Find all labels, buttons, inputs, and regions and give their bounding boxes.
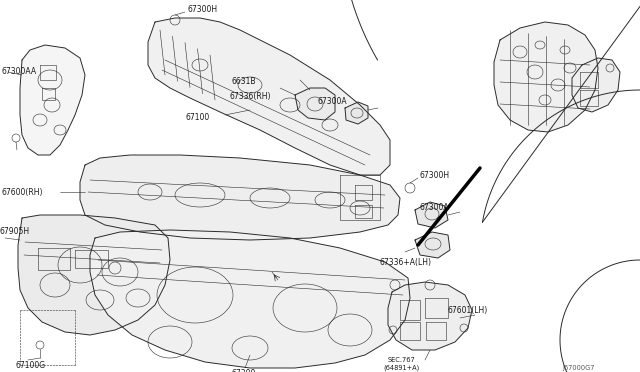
Polygon shape [18,215,170,335]
Text: SEC.767: SEC.767 [388,357,416,363]
Polygon shape [148,18,390,175]
Polygon shape [415,232,450,258]
Text: 67300: 67300 [232,369,257,372]
Text: 67336+A(LH): 67336+A(LH) [380,257,432,266]
Text: 67905H: 67905H [0,228,30,237]
Polygon shape [345,102,368,124]
Polygon shape [20,45,85,155]
Polygon shape [90,230,410,368]
Text: 67300A: 67300A [420,203,450,212]
Polygon shape [415,202,448,228]
Text: 67336(RH): 67336(RH) [230,92,271,100]
Text: 67300H: 67300H [420,170,450,180]
Text: 6631B: 6631B [232,77,257,87]
Text: 67300H: 67300H [188,6,218,15]
Polygon shape [572,58,620,112]
Polygon shape [295,88,335,120]
Text: 67100: 67100 [185,113,209,122]
Polygon shape [494,22,598,132]
Text: 67300A: 67300A [318,97,348,106]
Text: 67601(LH): 67601(LH) [448,305,488,314]
Text: 67300AA: 67300AA [2,67,37,77]
Polygon shape [388,282,472,350]
Text: J67000G7: J67000G7 [562,365,595,371]
Text: (64891+A): (64891+A) [383,365,419,371]
Text: 67600(RH): 67600(RH) [2,187,44,196]
Polygon shape [80,155,400,240]
Text: 67100G: 67100G [15,362,45,371]
